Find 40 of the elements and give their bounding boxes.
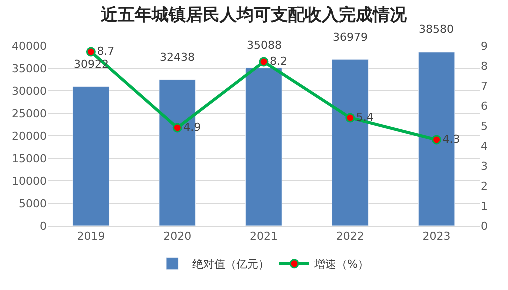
y-tick-label: 0 [40, 220, 47, 233]
y2-tick-label: 9 [481, 40, 488, 53]
legend-label: 绝对值（亿元） [192, 258, 270, 272]
point [172, 123, 182, 133]
y-tick-label: 5000 [19, 197, 47, 210]
y2-tick-label: 2 [481, 180, 488, 193]
data-label: 32438 [160, 51, 195, 64]
y2-tick-label: 3 [481, 160, 488, 173]
bar [246, 68, 282, 226]
x-tick-label: 2022 [336, 230, 364, 244]
data-label: 8.2 [270, 54, 288, 68]
legend-label: 增速（%） [314, 258, 369, 272]
data-label: 8.7 [97, 44, 115, 58]
y2-tick-label: 8 [481, 60, 488, 73]
y-tick-label: 25000 [12, 107, 47, 120]
y-tick-label: 10000 [12, 174, 47, 188]
y2-tick-label: 6 [481, 100, 488, 113]
y2-tick-label: 7 [481, 80, 488, 93]
point [346, 113, 356, 123]
data-label: 38580 [419, 23, 454, 36]
y2-tick-label: 4 [481, 140, 488, 153]
x-tick-label: 2023 [422, 230, 451, 244]
point [432, 135, 442, 145]
y-tick-label: 20000 [12, 130, 47, 143]
x-tick-label: 2019 [77, 230, 106, 244]
y2-tick-label: 1 [481, 200, 488, 213]
chart-title: 近五年城镇居民人均可支配收入完成情况 [100, 6, 408, 25]
y-tick-label: 30000 [12, 84, 47, 98]
point [86, 47, 96, 57]
y-tick-label: 15000 [12, 152, 47, 166]
x-tick-label: 2021 [250, 230, 278, 244]
bar [72, 86, 110, 226]
x-tick-label: 2020 [164, 230, 192, 244]
y-tick-label: 40000 [12, 40, 47, 53]
y-tick-label: 35000 [12, 62, 47, 76]
y2-tick-label: 0 [481, 220, 488, 233]
data-label: 35088 [247, 39, 282, 52]
point [259, 57, 269, 67]
data-label: 36979 [333, 31, 368, 44]
y2-tick-label: 5 [481, 120, 488, 133]
